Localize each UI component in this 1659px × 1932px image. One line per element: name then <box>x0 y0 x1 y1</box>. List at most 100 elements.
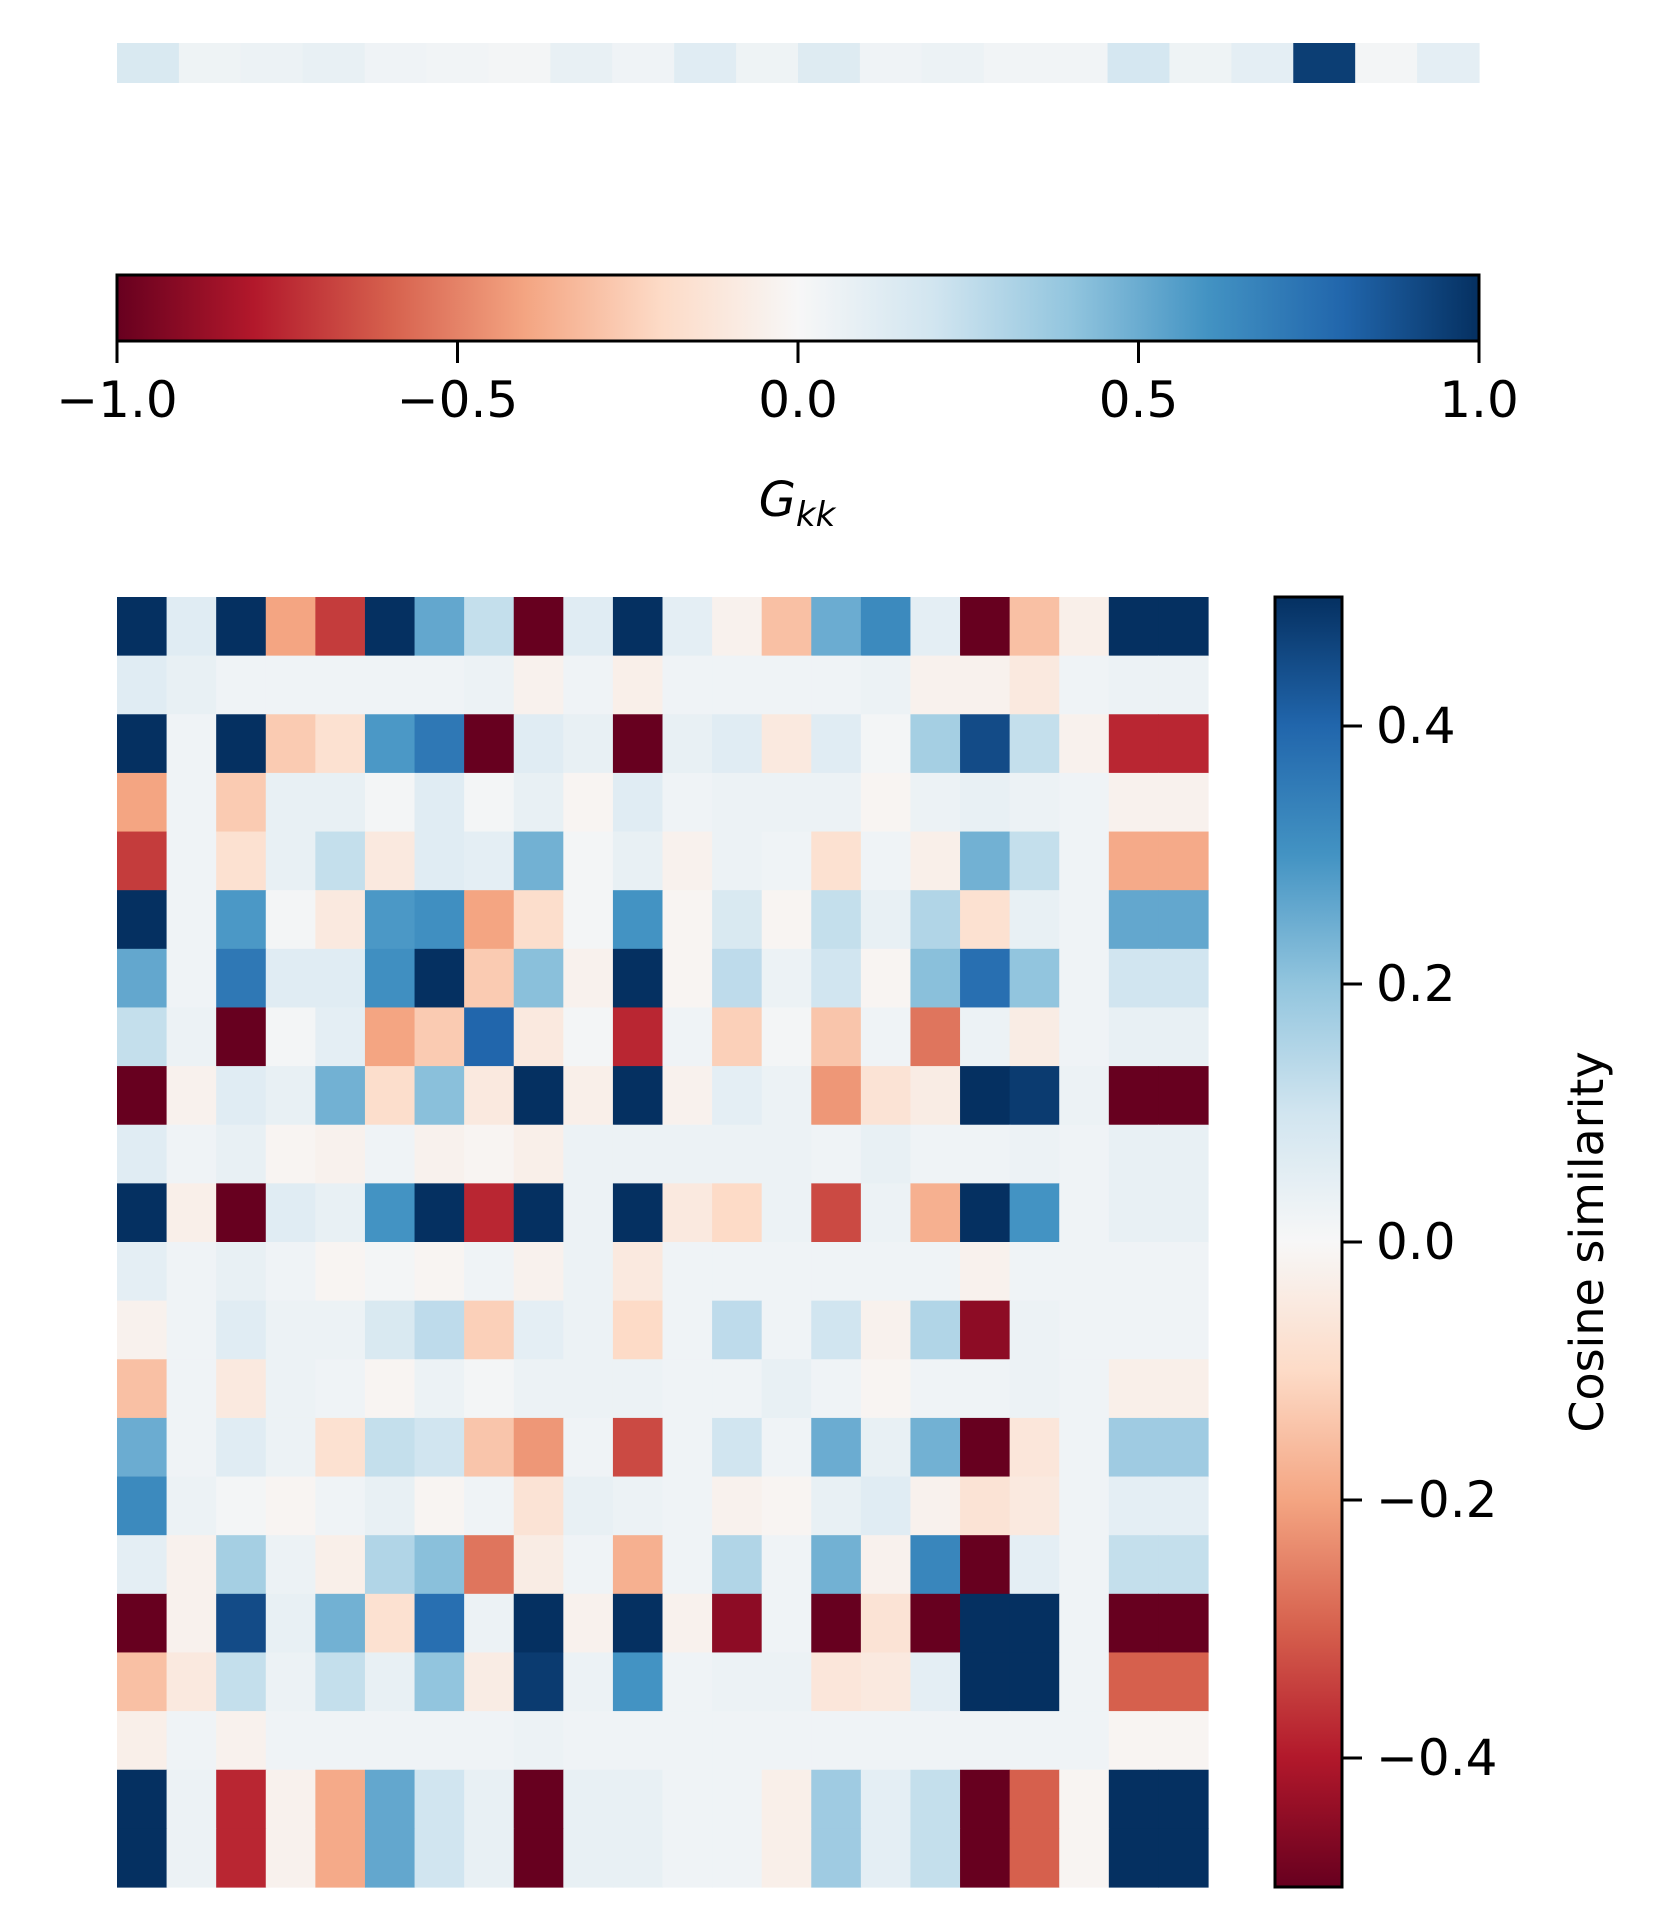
matrix-cell <box>960 1300 1011 1360</box>
matrix-cell <box>265 655 316 715</box>
matrix-cell <box>860 1124 912 1184</box>
matrix-cell <box>811 948 862 1009</box>
matrix-cell <box>612 1652 664 1712</box>
matrix-cell <box>563 1652 614 1712</box>
matrix-cell <box>662 772 713 833</box>
gkk-cell <box>488 43 551 83</box>
matrix-cell <box>464 1066 515 1126</box>
matrix-cell <box>563 1769 614 1829</box>
matrix-cell <box>612 1417 664 1478</box>
matrix-cell <box>960 1828 1011 1888</box>
matrix-cell <box>910 655 961 715</box>
matrix-cell <box>910 1711 961 1771</box>
matrix-cell <box>1009 1769 1060 1829</box>
matrix-cell <box>265 1769 316 1829</box>
matrix-cell <box>662 1007 713 1067</box>
matrix-cell <box>414 1476 465 1536</box>
matrix-cell <box>1158 1359 1209 1419</box>
matrix-cell <box>1108 772 1160 833</box>
matrix-cell <box>910 1183 961 1243</box>
matrix-cell <box>761 1652 812 1712</box>
matrix-cell <box>1009 1183 1060 1243</box>
matrix-cell <box>364 1652 416 1712</box>
matrix-cell <box>612 1242 664 1302</box>
matrix-cell <box>364 714 416 774</box>
matrix-cell <box>216 1124 267 1184</box>
gkk-cell <box>550 43 613 83</box>
matrix-cell <box>464 1359 515 1419</box>
matrix-cell <box>464 655 515 715</box>
matrix-cell <box>910 714 961 774</box>
matrix-cell <box>315 1066 366 1126</box>
matrix-cell <box>712 1066 763 1126</box>
matrix-cell <box>1059 1183 1110 1243</box>
matrix-cell <box>761 1593 812 1654</box>
matrix-cell <box>1108 1476 1160 1536</box>
matrix-cell <box>761 714 812 774</box>
matrix-cell <box>910 597 961 657</box>
matrix-cell <box>513 1359 564 1419</box>
matrix-cell <box>117 1183 168 1243</box>
matrix-cell <box>464 1007 515 1067</box>
matrix-cell <box>117 831 168 891</box>
matrix-cell <box>1158 1711 1209 1771</box>
matrix-cell <box>265 597 316 657</box>
matrix-cell <box>612 831 664 891</box>
matrix-cell <box>860 1593 912 1654</box>
cosine-tick-label: 0.0 <box>1376 1213 1456 1271</box>
matrix-cell <box>563 1066 614 1126</box>
matrix-cell <box>960 1242 1011 1302</box>
matrix-cell <box>612 1476 664 1536</box>
matrix-cell <box>662 1711 713 1771</box>
matrix-cell <box>117 1828 168 1888</box>
matrix-cell <box>1108 1769 1160 1829</box>
matrix-cell <box>612 1359 664 1419</box>
matrix-cell <box>166 1242 217 1302</box>
matrix-cell <box>117 714 168 774</box>
matrix-cell <box>315 1359 366 1419</box>
matrix-cell <box>910 1593 961 1654</box>
matrix-cell <box>563 1476 614 1536</box>
matrix-cell <box>1059 1828 1110 1888</box>
matrix-cell <box>1108 1359 1160 1419</box>
matrix-cell <box>761 1476 812 1536</box>
cosine-tick-label: −0.4 <box>1376 1729 1497 1787</box>
gkk-tick-label: 0.0 <box>758 371 838 429</box>
matrix-cell <box>712 890 763 950</box>
gkk-strip <box>117 43 1480 83</box>
gkk-cell <box>1169 43 1232 83</box>
matrix-cell <box>563 831 614 891</box>
gkk-cell <box>1417 43 1480 83</box>
matrix-cell <box>960 1183 1011 1243</box>
matrix-cell <box>563 1535 614 1595</box>
matrix-cell <box>1059 1476 1110 1536</box>
matrix-cell <box>712 1593 763 1654</box>
matrix-cell <box>761 1769 812 1829</box>
matrix-cell <box>166 1417 217 1478</box>
matrix-cell <box>761 890 812 950</box>
matrix-cell <box>563 1007 614 1067</box>
matrix-cell <box>1009 831 1060 891</box>
matrix-cell <box>662 1417 713 1478</box>
matrix-cell <box>166 1476 217 1536</box>
matrix-cell <box>216 890 267 950</box>
matrix-cell <box>216 831 267 891</box>
matrix-cell <box>117 772 168 833</box>
matrix-cell <box>364 1535 416 1595</box>
matrix-cell <box>414 772 465 833</box>
matrix-cell <box>315 772 366 833</box>
matrix-cell <box>811 1828 862 1888</box>
matrix-cell <box>563 1828 614 1888</box>
matrix-cell <box>464 1652 515 1712</box>
matrix-cell <box>761 1535 812 1595</box>
matrix-cell <box>414 1652 465 1712</box>
matrix-cell <box>1158 1124 1209 1184</box>
matrix-cell <box>1108 831 1160 891</box>
matrix-cell <box>811 1124 862 1184</box>
gkk-cell <box>1107 43 1171 83</box>
gkk-cell <box>240 43 304 83</box>
matrix-cell <box>860 1417 912 1478</box>
gkk-cell <box>859 43 923 83</box>
cosine-colorbar: 0.4 0.2 0.0 −0.2 −0.4 Cosine similarity <box>1273 595 1614 1889</box>
matrix-cell <box>464 1242 515 1302</box>
